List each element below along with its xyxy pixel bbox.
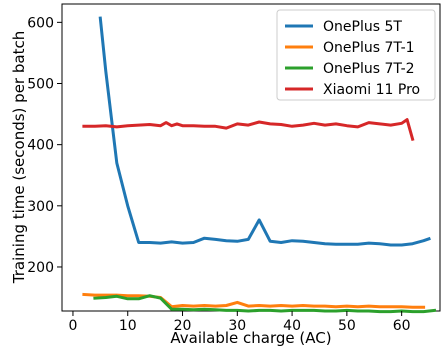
x-tick-label: 60 bbox=[393, 318, 411, 334]
series-layer bbox=[82, 16, 437, 314]
x-tick-label: 30 bbox=[228, 318, 246, 334]
x-tick-label: 10 bbox=[119, 318, 137, 334]
y-tick-label: 300 bbox=[27, 199, 54, 215]
legend-label: OnePlus 7T-2 bbox=[323, 61, 415, 77]
y-axis-label: Training time (seconds) per batch bbox=[10, 31, 28, 284]
legend-label: OnePlus 5T bbox=[323, 19, 402, 35]
x-tick-label: 50 bbox=[338, 318, 356, 334]
y-tick-label: 400 bbox=[27, 138, 54, 154]
y-tick-label: 200 bbox=[27, 260, 54, 276]
y-tick-label: 600 bbox=[27, 15, 54, 31]
legend-box bbox=[276, 9, 436, 101]
x-axis-ticks: 0 10 20 30 40 50 60 bbox=[68, 311, 411, 334]
x-axis-label: Available charge (AC) bbox=[170, 329, 331, 347]
x-tick-label: 20 bbox=[174, 318, 192, 334]
y-axis-ticks: 200 300 400 500 600 bbox=[27, 15, 62, 276]
x-tick-label: 40 bbox=[283, 318, 301, 334]
series-line-xiaomi-11-pro bbox=[82, 118, 415, 142]
x-tick-label: 0 bbox=[68, 318, 77, 334]
series-line-oneplus-7t-2 bbox=[93, 294, 437, 314]
legend-label: OnePlus 7T-1 bbox=[323, 40, 415, 56]
y-tick-label: 500 bbox=[27, 77, 54, 93]
series-line-oneplus-7t-1 bbox=[82, 292, 426, 309]
legend: OnePlus 5T OnePlus 7T-1 OnePlus 7T-2 Xiaomi… bbox=[276, 9, 436, 101]
series-line-oneplus-5t bbox=[98, 16, 431, 247]
legend-label: Xiaomi 11 Pro bbox=[323, 82, 420, 98]
